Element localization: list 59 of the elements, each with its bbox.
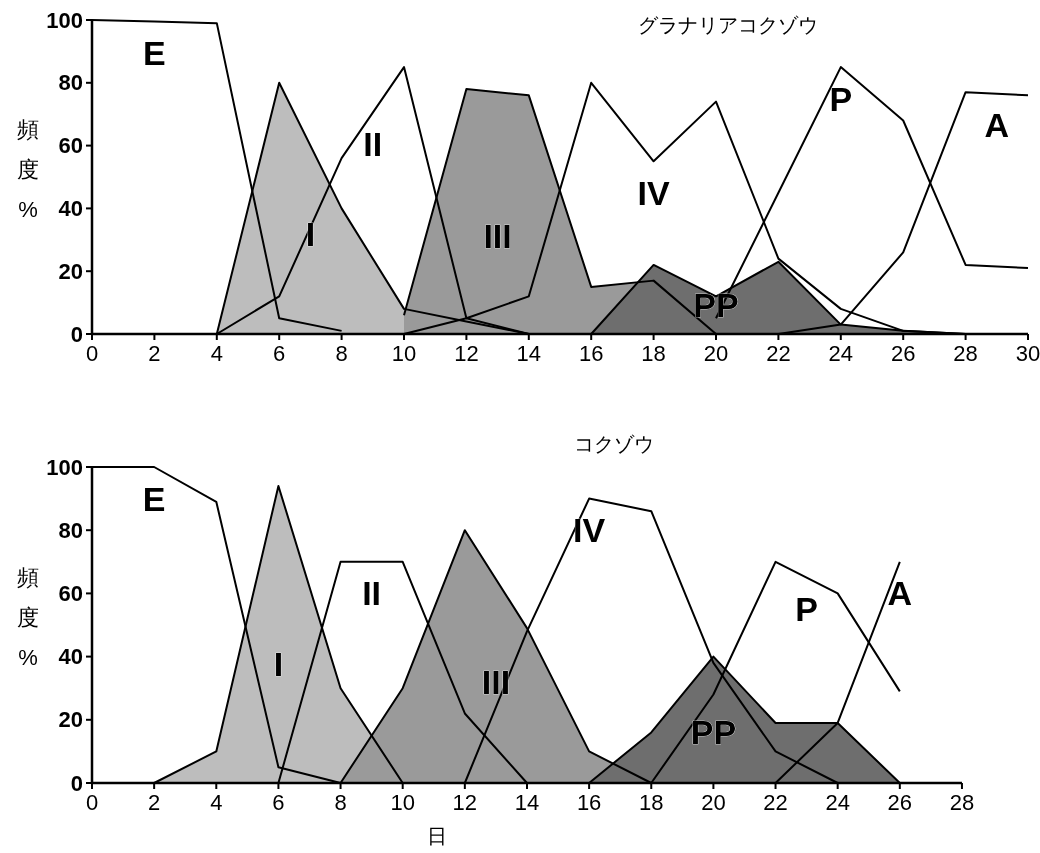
x-tick-label: 4 [210,341,223,366]
x-tick-label: 28 [949,790,975,815]
y-axis-title: 頻度% [17,117,39,222]
x-tick-label: 30 [1015,341,1040,366]
x-tick-label: 24 [828,341,854,366]
series-label: A [984,106,1010,145]
series-label: IV [573,511,606,550]
x-tick-label: 10 [390,790,415,815]
series-label: E [143,33,166,72]
x-tick-label: 12 [452,790,478,815]
series-label: PP [690,713,737,752]
x-tick-label: 6 [272,790,285,815]
x-tick-label: 22 [763,790,788,815]
x-tick-label: 8 [334,790,347,815]
x-tick-label: 18 [641,341,666,366]
x-tick-label: 2 [148,790,161,815]
x-tick-label: 16 [576,790,602,815]
y-tick-label: 80 [58,517,83,543]
x-tick-label: 8 [335,341,348,366]
x-tick-label: 22 [766,341,791,366]
y-tick-label: 40 [58,195,83,221]
x-tick-label: 10 [391,341,417,366]
x-tick-label: 26 [890,341,916,366]
chart-title: グラナリアコクゾウ [638,13,819,37]
x-tick-label: 6 [273,341,286,366]
x-tick-label: 2 [148,341,161,366]
series-label: E [142,479,166,518]
x-axis-title: 日 [426,825,447,847]
x-tick-label: 26 [887,790,913,815]
x-tick-label: 28 [953,341,978,366]
y-tick-label: 0 [70,770,83,796]
x-tick-label: 20 [701,790,726,815]
y-axis-title: 頻度% [17,565,39,670]
y-tick-label: 100 [46,454,83,480]
y-tick-label: 20 [58,707,83,733]
x-tick-label: 18 [639,790,664,815]
y-tick-label: 80 [58,70,83,96]
series-label: A [887,574,913,613]
y-tick-label: 60 [58,133,83,159]
series-label: III [483,217,512,256]
series-label: I [273,645,284,684]
x-tick-label: 14 [514,790,540,815]
x-tick-label: 4 [210,790,223,815]
chart-title: コクゾウ [573,432,654,456]
series-label: P [795,590,818,629]
x-tick-label: 24 [825,790,850,815]
y-tick-label: 20 [58,258,83,284]
x-tick-label: 20 [703,341,729,366]
y-tick-label: 60 [58,580,83,606]
y-tick-label: 100 [46,7,83,33]
x-tick-label: 14 [516,341,542,366]
series-label: IV [637,173,670,212]
y-tick-label: 0 [70,321,83,347]
x-tick-label: 12 [454,341,479,366]
series-label: II [363,125,383,164]
series-label: II [362,574,382,613]
series-label: P [829,79,853,118]
y-tick-label: 40 [58,644,83,670]
x-tick-label: 16 [578,341,604,366]
